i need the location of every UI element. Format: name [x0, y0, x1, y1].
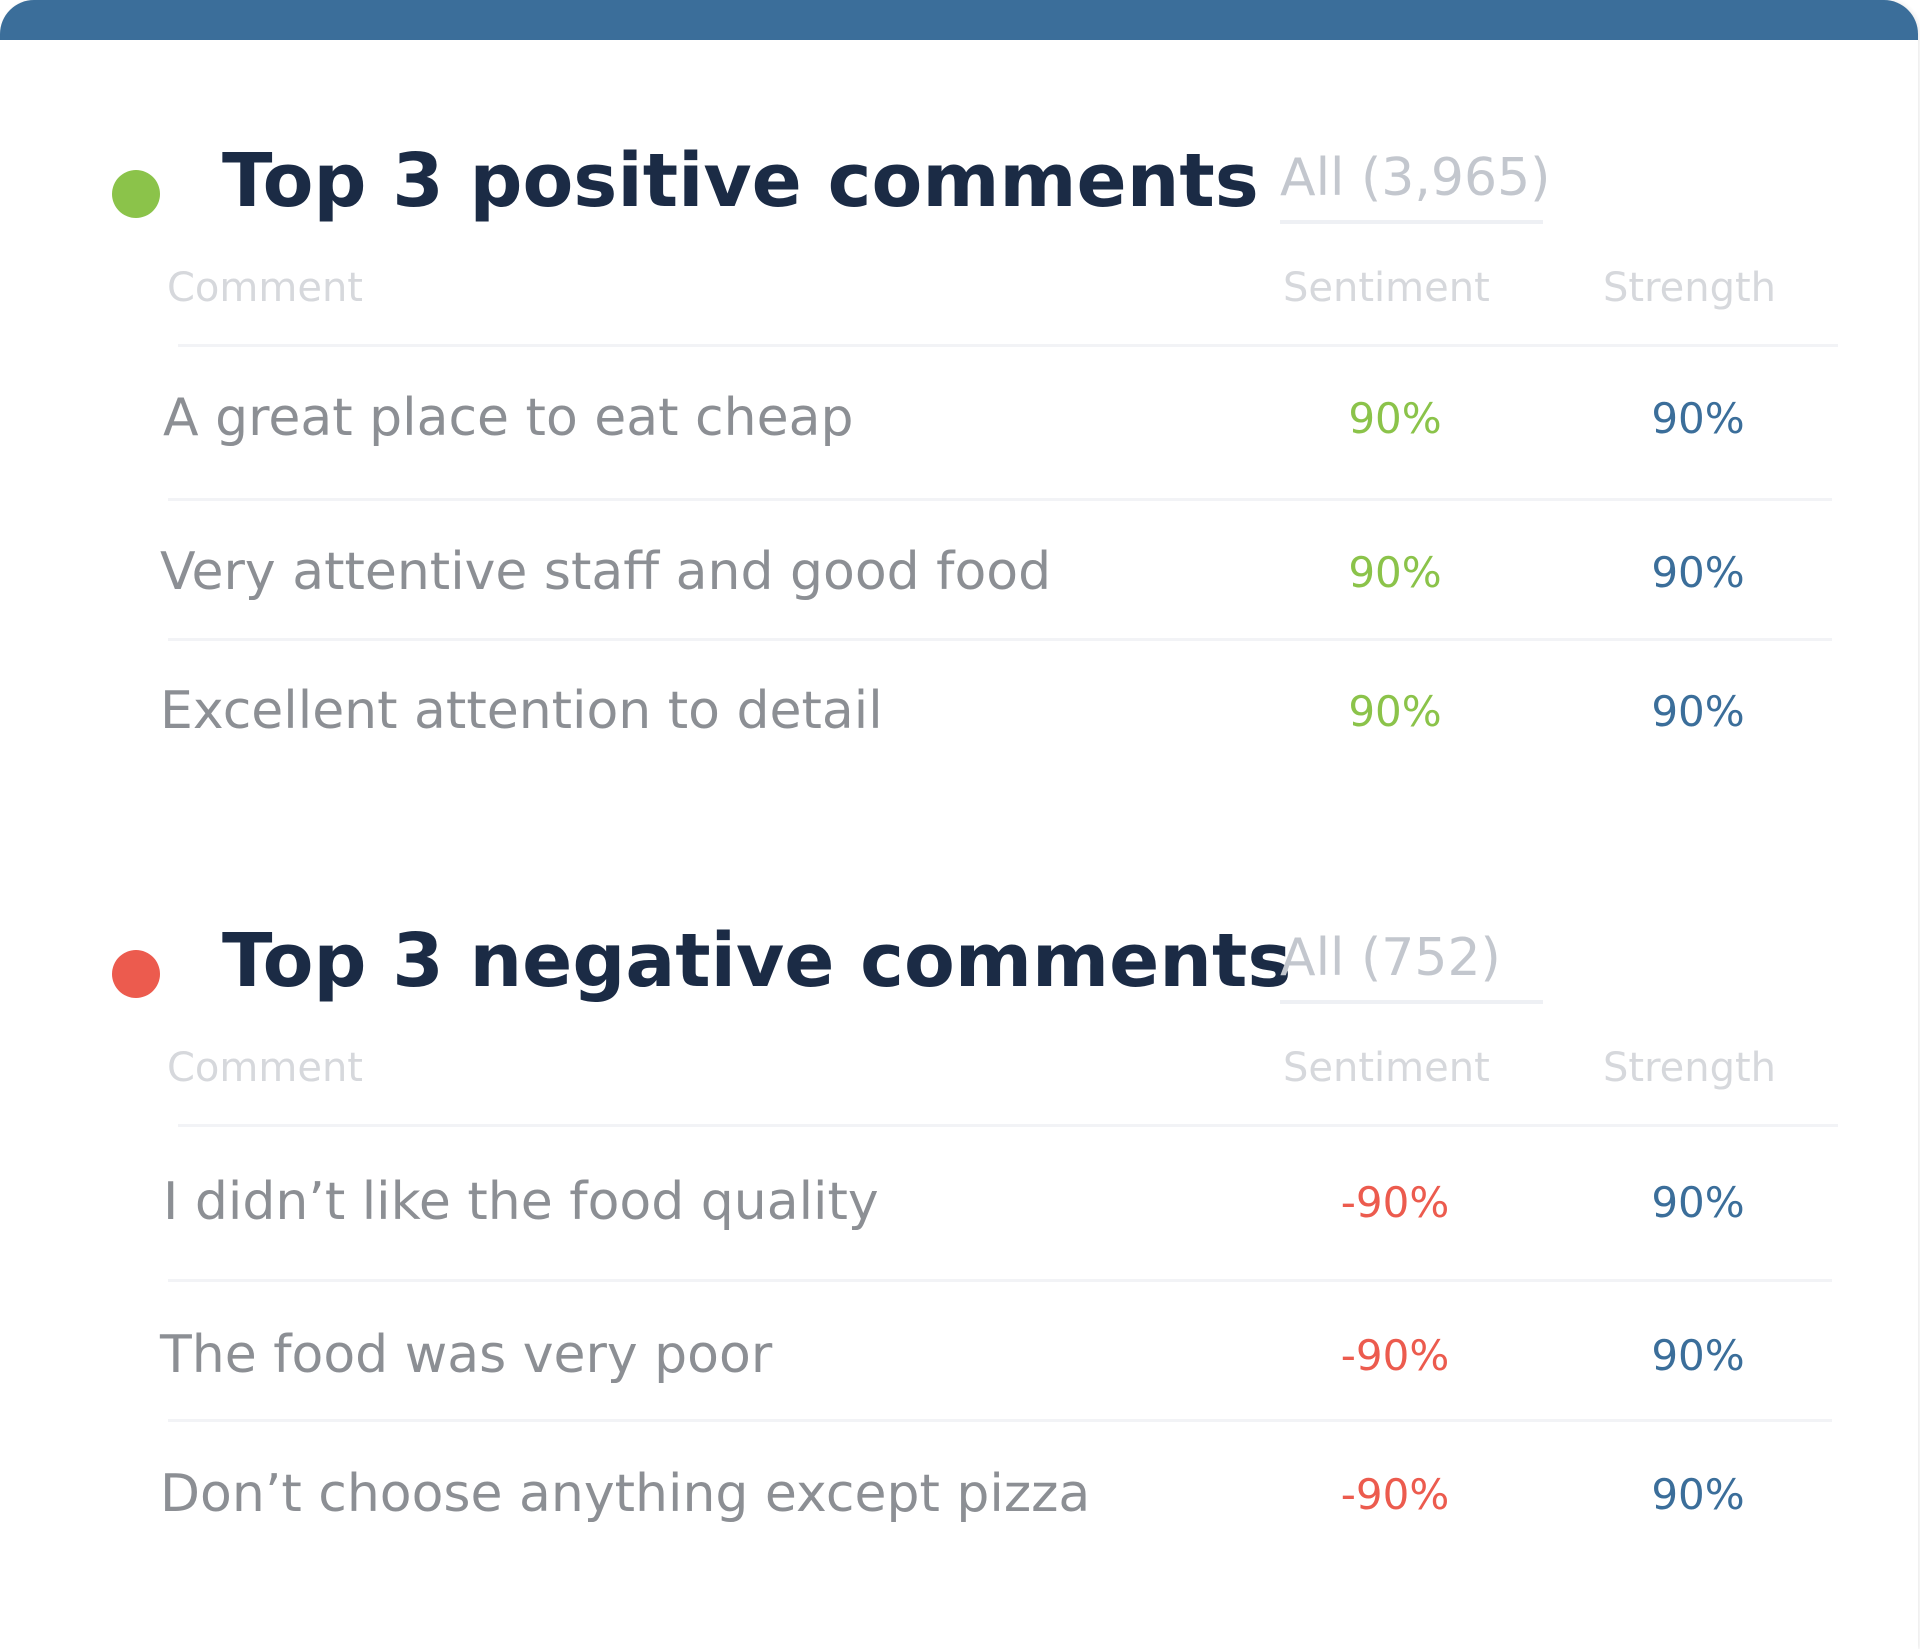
- sentiment-value: 90%: [1348, 394, 1442, 443]
- column-header-sentiment: Sentiment: [1283, 265, 1490, 311]
- column-header-comment: Comment: [167, 1045, 363, 1091]
- row-divider: [168, 1279, 1832, 1282]
- column-header-strength: Strength: [1603, 265, 1777, 311]
- row-divider: [168, 638, 1832, 641]
- sentiment-value: -90%: [1340, 1178, 1450, 1227]
- column-header-strength: Strength: [1603, 1045, 1777, 1091]
- header-divider: [178, 1124, 1838, 1127]
- comment-text: Very attentive staff and good food: [160, 542, 1052, 602]
- column-header-sentiment: Sentiment: [1283, 1045, 1490, 1091]
- sentiment-value: 90%: [1348, 548, 1442, 597]
- comment-text: A great place to eat cheap: [163, 388, 854, 448]
- table-row[interactable]: Excellent attention to detail 90% 90%: [0, 651, 1918, 771]
- card-top-bar: [0, 0, 1918, 40]
- table-row[interactable]: A great place to eat cheap 90% 90%: [0, 358, 1918, 478]
- negative-status-dot: [112, 950, 160, 998]
- negative-section-title: Top 3 negative comments: [222, 918, 1292, 1004]
- table-row[interactable]: The food was very poor -90% 90%: [0, 1295, 1918, 1415]
- all-positive-comments-link[interactable]: All (3,965): [1280, 152, 1550, 224]
- strength-value: 90%: [1651, 394, 1745, 443]
- strength-value: 90%: [1651, 1178, 1745, 1227]
- comment-text: The food was very poor: [160, 1325, 773, 1385]
- table-row[interactable]: I didn’t like the food quality -90% 90%: [0, 1142, 1918, 1262]
- strength-value: 90%: [1651, 1331, 1745, 1380]
- strength-value: 90%: [1651, 1470, 1745, 1519]
- comment-text: Excellent attention to detail: [160, 681, 883, 741]
- strength-value: 90%: [1651, 687, 1745, 736]
- strength-value: 90%: [1651, 548, 1745, 597]
- row-divider: [168, 1419, 1832, 1422]
- sentiment-value: -90%: [1340, 1470, 1450, 1519]
- header-divider: [178, 344, 1838, 347]
- table-row[interactable]: Very attentive staff and good food 90% 9…: [0, 512, 1918, 632]
- comment-text: I didn’t like the food quality: [163, 1172, 879, 1232]
- sentiment-value: -90%: [1340, 1331, 1450, 1380]
- positive-status-dot: [112, 170, 160, 218]
- comment-text: Don’t choose anything except pizza: [160, 1464, 1091, 1524]
- all-negative-comments-link[interactable]: All (752): [1280, 932, 1543, 1004]
- table-row[interactable]: Don’t choose anything except pizza -90% …: [0, 1434, 1918, 1554]
- column-header-comment: Comment: [167, 265, 363, 311]
- positive-section-title: Top 3 positive comments: [222, 138, 1259, 224]
- sentiment-value: 90%: [1348, 687, 1442, 736]
- row-divider: [168, 498, 1832, 501]
